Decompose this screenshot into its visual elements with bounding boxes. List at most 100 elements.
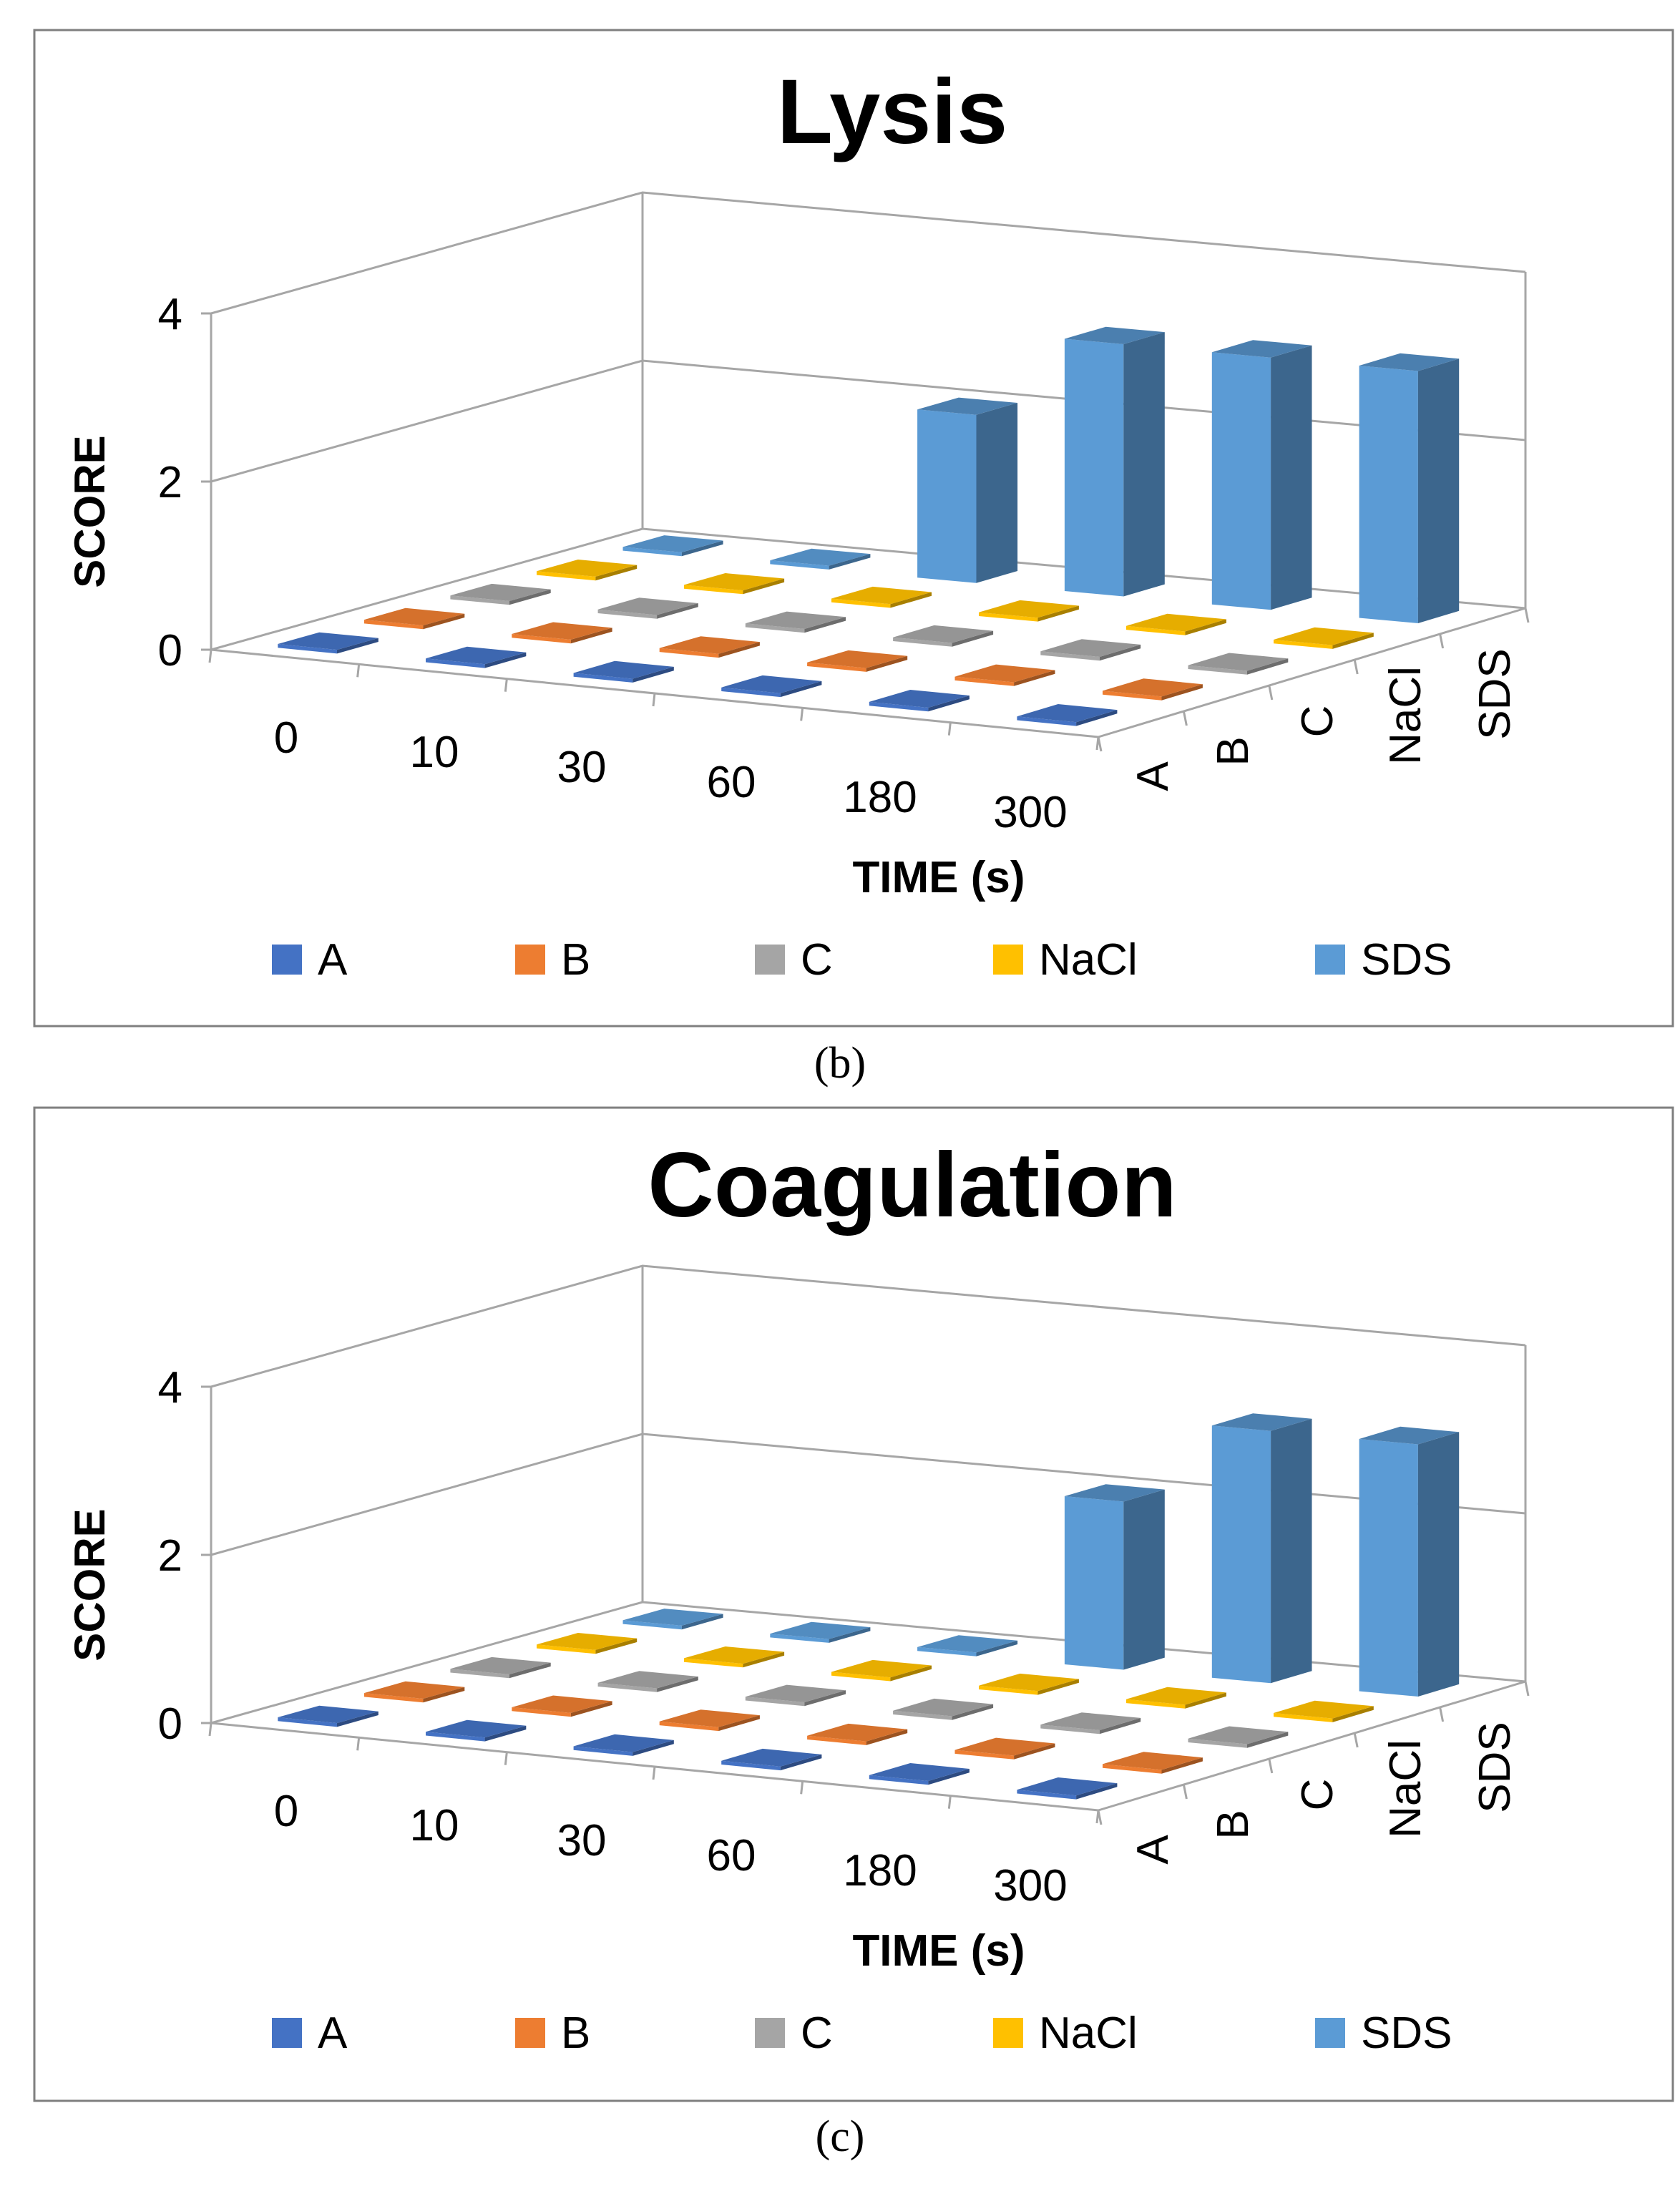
y-tick-label: 4 (158, 1363, 182, 1412)
bar-sds-300 (1359, 1426, 1460, 1697)
bar-nacl-30-side (890, 592, 932, 608)
bar-sds-60-side (1123, 1489, 1165, 1670)
bar-c-60-top (893, 625, 994, 643)
bar-b-300-side (1161, 1757, 1203, 1774)
bar-sds-10-top (770, 1621, 871, 1639)
bar-nacl-0-top (537, 1633, 638, 1650)
bar-c-60-side (952, 630, 994, 647)
bar-nacl-180-front (1126, 1699, 1186, 1709)
chart-frame (33, 1106, 1674, 2102)
bar-a-10-side (484, 652, 527, 668)
bar-nacl-60 (979, 1673, 1079, 1695)
bar-c-180 (1040, 639, 1141, 661)
bar-nacl-0-front (537, 1644, 596, 1654)
bar-a-30 (573, 1734, 674, 1756)
bar-b-180-top (954, 664, 1055, 683)
bar-nacl-180-side (1185, 619, 1226, 635)
bar-nacl-0-side (595, 565, 638, 581)
bars (278, 326, 1460, 726)
bar-nacl-300 (1274, 627, 1374, 649)
bar-nacl-60-top (979, 1673, 1079, 1692)
bar-nacl-180 (1126, 613, 1226, 635)
legend-swatch (272, 945, 302, 975)
bar-c-10 (597, 597, 698, 619)
bar-b-30-front (659, 648, 719, 658)
gridline-2 (210, 1433, 1526, 1556)
bar-b-60-top (807, 1723, 908, 1742)
bar-a-300-front (1017, 716, 1077, 726)
bar-sds-60-top (1064, 1484, 1165, 1502)
floor-right-edge (1098, 1680, 1526, 1812)
bar-b-30-top (659, 1709, 760, 1727)
legend-swatch (755, 2018, 785, 2048)
series-tick (1524, 607, 1530, 623)
bar-b-60-top (807, 650, 908, 668)
bar-a-300-side (1076, 1783, 1118, 1800)
chart-title: Coagulation (648, 1134, 1177, 1236)
bar-a-30-front (573, 1746, 633, 1756)
bar-b-10-front (512, 1707, 571, 1717)
bar-a-180 (869, 690, 970, 712)
x-tick-label: 300 (993, 1861, 1067, 1911)
bar-b-300-top (1103, 678, 1203, 697)
bar-c-10-side (657, 1677, 698, 1692)
bar-sds-0-side (681, 540, 723, 557)
bar-c-300 (1188, 653, 1289, 675)
bar-nacl-60 (979, 600, 1079, 622)
x-tick-label: 60 (707, 758, 756, 807)
time-tick (504, 1752, 508, 1765)
legend-label: B (561, 935, 590, 985)
bar-b-0-front (363, 620, 424, 630)
bar-a-10-side (484, 1725, 527, 1742)
x-tick-label: 30 (557, 743, 607, 792)
bar-a-180-top (869, 690, 970, 708)
bar-sds-180-top (1211, 340, 1312, 358)
bar-sds-180-side (1271, 1418, 1312, 1684)
series-axis-label: C (1293, 706, 1342, 738)
bar-sds-0-top (622, 535, 723, 552)
bar-b-10-front (512, 634, 571, 644)
bar-c-30-front (745, 1697, 805, 1707)
bar-sds-10-top (770, 548, 871, 566)
bar-c-180-side (1099, 644, 1141, 661)
bar-b-0 (363, 607, 465, 630)
bar-c-30-top (745, 611, 846, 629)
x-axis-label: TIME (s) (852, 1926, 1025, 1976)
bar-b-10-top (512, 1695, 612, 1713)
bar-nacl-300-side (1332, 1706, 1374, 1722)
bar-nacl-10-front (684, 1658, 743, 1668)
bar-b-30-front (659, 1721, 719, 1732)
y-tick-label: 0 (158, 1699, 182, 1749)
legend-label: C (801, 935, 833, 985)
bar-c-60 (893, 1698, 994, 1720)
series-tick (1268, 685, 1274, 701)
x-tick-label: 0 (274, 1787, 298, 1836)
y-axis-label: SCORE (66, 1508, 114, 1661)
bar-b-300 (1103, 678, 1203, 701)
bar-sds-0 (622, 1609, 723, 1630)
bar-nacl-10-front (684, 585, 743, 595)
bar-nacl-60-front (979, 1685, 1038, 1695)
figure-caption: (c) (816, 2112, 865, 2161)
legend-item-c: C (755, 2009, 833, 2058)
bar-a-30-side (633, 1739, 674, 1756)
bar-b-300-front (1103, 1764, 1162, 1774)
gridline-2 (210, 359, 1526, 483)
bar-c-0-side (509, 589, 551, 605)
bar-c-180-front (1040, 1724, 1100, 1734)
legend-item-nacl: NaCl (993, 2009, 1138, 2058)
bar-sds-300-top (1359, 353, 1460, 371)
bar-a-10-top (426, 646, 527, 665)
bar-a-60-front (721, 687, 781, 698)
bar-b-30-top (659, 636, 760, 654)
bar-a-0-side (337, 1711, 379, 1727)
bar-sds-0-top (622, 1609, 723, 1626)
bar-nacl-10-top (684, 573, 785, 591)
legend-item-nacl: NaCl (993, 935, 1138, 985)
bar-c-60-front (893, 637, 952, 647)
bar-nacl-10 (684, 573, 785, 595)
bar-sds-180-front (1211, 352, 1271, 610)
bar-sds-30 (917, 1635, 1018, 1656)
time-tick (947, 722, 952, 736)
bar-nacl-10-side (743, 578, 785, 595)
